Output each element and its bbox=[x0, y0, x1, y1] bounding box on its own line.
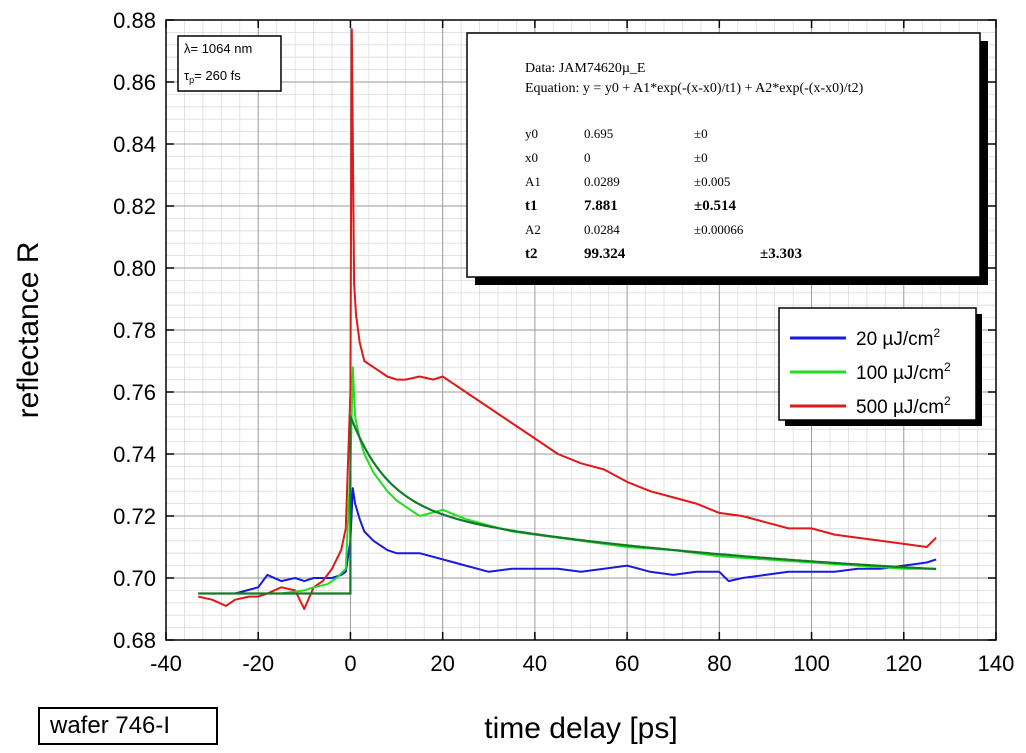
fit-param-error: ±0.00066 bbox=[694, 222, 744, 237]
y-tick-label: 0.76 bbox=[113, 380, 156, 405]
x-tick-label: 0 bbox=[344, 651, 356, 676]
x-tick-label: 120 bbox=[885, 651, 922, 676]
fit-param-name: A2 bbox=[525, 222, 541, 237]
fit-param-name: x0 bbox=[525, 150, 538, 165]
fit-parameters-box: Data: JAM74620µ_E Equation: y = y0 + A1*… bbox=[466, 32, 988, 285]
y-tick-label: 0.86 bbox=[113, 70, 156, 95]
pulse-duration-text: τp= 260 fs bbox=[184, 68, 241, 85]
fit-param-value: 0 bbox=[584, 150, 591, 165]
x-tick-labels: -40 -20 0 20 40 60 80 100 120 140 bbox=[150, 651, 1014, 676]
fit-param-value: 0.0284 bbox=[584, 222, 620, 237]
x-tick-label: 100 bbox=[793, 651, 830, 676]
x-tick-label: 60 bbox=[615, 651, 639, 676]
y-tick-label: 0.74 bbox=[113, 442, 156, 467]
y-tick-label: 0.78 bbox=[113, 318, 156, 343]
fit-param-value: 0.0289 bbox=[584, 174, 620, 189]
legend-items: 20 µJ/cm2 100 µJ/cm2 500 µJ/cm2 bbox=[790, 326, 951, 418]
y-axis-label: reflectance R bbox=[12, 242, 45, 419]
legend-label-2: 100 µJ/cm2 bbox=[856, 360, 951, 384]
fit-param-value: 7.881 bbox=[584, 198, 618, 214]
y-tick-label: 0.70 bbox=[113, 566, 156, 591]
sample-label: wafer 746-I bbox=[38, 707, 218, 745]
axis-ticks bbox=[165, 19, 997, 641]
x-tick-label: 80 bbox=[707, 651, 731, 676]
series-layer bbox=[198, 28, 937, 610]
fit-parameter-rows: y0 0.695 ±0 x0 0 ±0 A1 0.0289 ±0.005 t1 7.881 ±0.51… bbox=[525, 126, 802, 262]
series-line-1 bbox=[198, 487, 937, 595]
series-line-3 bbox=[198, 28, 937, 610]
fit-param-value: 99.324 bbox=[584, 246, 626, 262]
x-tick-label: 140 bbox=[978, 651, 1015, 676]
y-tick-label: 0.88 bbox=[113, 8, 156, 33]
y-tick-label: 0.80 bbox=[113, 256, 156, 281]
fit-equation-line: Equation: y = y0 + A1*exp(-(x-x0)/t1) + … bbox=[525, 81, 864, 96]
fit-param-error: ±3.303 bbox=[760, 246, 802, 262]
fit-param-name: t1 bbox=[525, 198, 538, 214]
wavelength-text: λ= 1064 nm bbox=[184, 41, 252, 56]
fit-param-name: y0 bbox=[525, 126, 538, 141]
x-tick-label: -20 bbox=[242, 651, 274, 676]
fit-param-error: ±0.514 bbox=[694, 198, 736, 214]
x-axis-label: time delay [ps] bbox=[484, 712, 677, 745]
fit-param-error: ±0 bbox=[694, 150, 708, 165]
fit-param-name: t2 bbox=[525, 246, 538, 262]
series-line-2 bbox=[198, 366, 937, 595]
fit-param-error: ±0 bbox=[694, 126, 708, 141]
y-tick-label: 0.84 bbox=[113, 132, 156, 157]
y-tick-label: 0.68 bbox=[113, 628, 156, 653]
fit-param-value: 0.695 bbox=[584, 126, 613, 141]
laser-params-box: λ= 1064 nm τp= 260 fs bbox=[177, 35, 282, 92]
legend: 20 µJ/cm2 100 µJ/cm2 500 µJ/cm2 bbox=[778, 307, 982, 426]
x-tick-label: 40 bbox=[523, 651, 547, 676]
y-tick-labels: 0.68 0.70 0.72 0.74 0.76 0.78 0.80 0.82 0.84 0.86… bbox=[113, 8, 156, 653]
legend-label-1: 20 µJ/cm2 bbox=[856, 326, 940, 350]
x-tick-label: 20 bbox=[430, 651, 454, 676]
fit-data-line: Data: JAM74620µ_E bbox=[525, 61, 645, 76]
fit-param-name: A1 bbox=[525, 174, 541, 189]
legend-label-3: 500 µJ/cm2 bbox=[856, 394, 951, 418]
fit-curve bbox=[198, 415, 937, 595]
y-tick-label: 0.82 bbox=[113, 194, 156, 219]
x-tick-label: -40 bbox=[150, 651, 182, 676]
fit-param-error: ±0.005 bbox=[694, 174, 730, 189]
y-tick-label: 0.72 bbox=[113, 504, 156, 529]
